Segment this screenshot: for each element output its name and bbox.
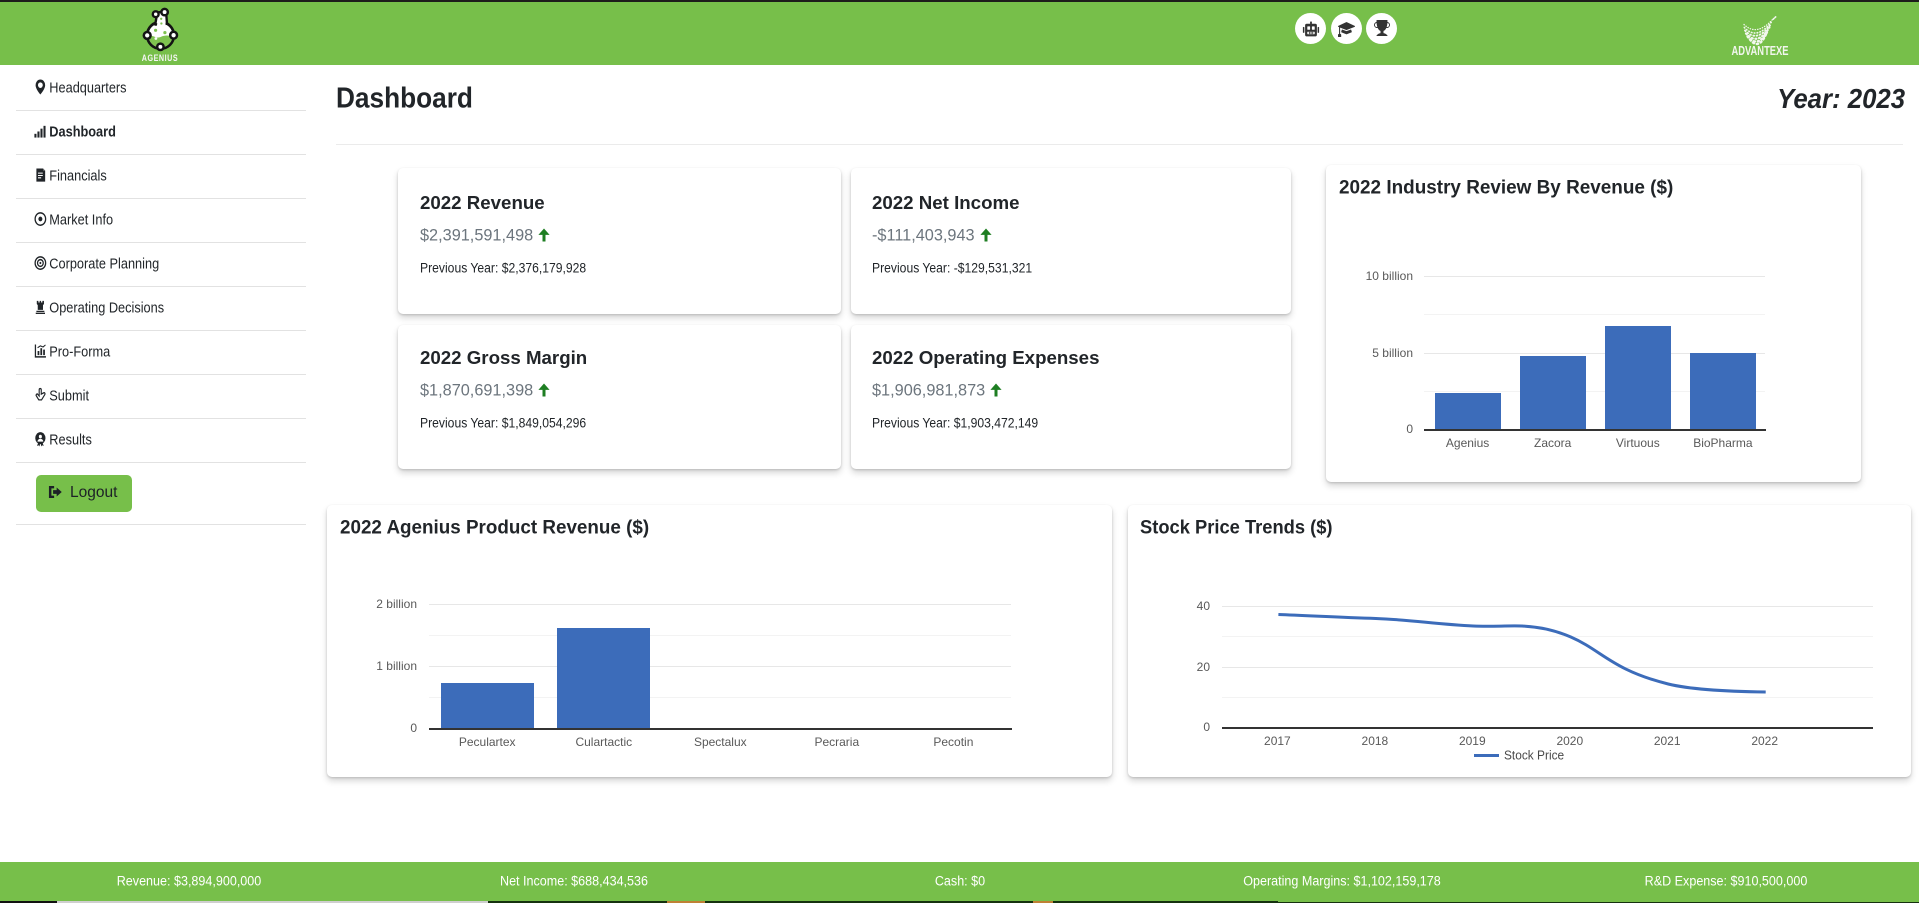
- svg-text:ADVANTEXE: ADVANTEXE: [1732, 43, 1789, 58]
